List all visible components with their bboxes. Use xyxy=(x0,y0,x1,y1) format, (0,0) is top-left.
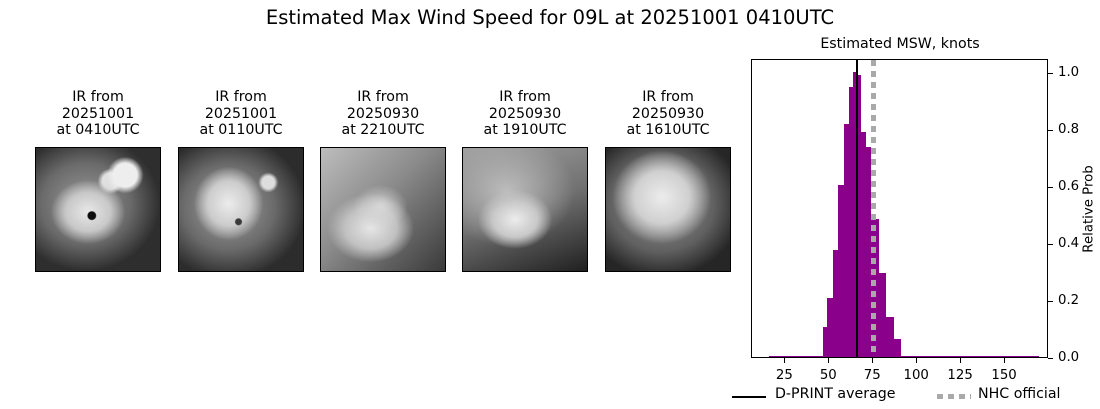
y-tick xyxy=(1048,301,1053,303)
x-tick xyxy=(872,358,874,363)
hurricane-cloud-image xyxy=(36,148,160,271)
solid-line-icon xyxy=(732,396,766,398)
histogram-bar xyxy=(844,124,850,357)
y-tick xyxy=(1048,73,1053,75)
y-tick-label: 1.0 xyxy=(1058,65,1080,81)
hurricane-cloud-image xyxy=(463,148,587,271)
x-tick-label: 125 xyxy=(947,368,973,383)
dprint-average-line xyxy=(855,60,858,357)
histogram-bar xyxy=(893,339,901,357)
y-tick xyxy=(1048,358,1053,359)
ir-panel: IR from 20251001 at 0410UTC xyxy=(35,89,161,272)
y-tick-label: 0.6 xyxy=(1058,179,1080,195)
ir-satellite-image xyxy=(320,147,446,272)
y-tick-label: 0.0 xyxy=(1058,350,1080,365)
ir-panel-title: IR from 20251001 at 0410UTC xyxy=(56,89,140,138)
dotted-line-icon xyxy=(937,394,971,399)
y-tick-label: 0.8 xyxy=(1058,122,1080,138)
y-tick xyxy=(1048,244,1053,246)
hurricane-cloud-image xyxy=(179,148,303,271)
ir-satellite-image xyxy=(605,147,731,272)
x-tick-label: 50 xyxy=(819,368,837,383)
x-tick xyxy=(828,358,830,363)
y-tick xyxy=(1048,130,1053,132)
ir-panel: IR from 20251001 at 0110UTC xyxy=(178,89,304,272)
nhc-official-line xyxy=(870,60,876,357)
y-tick xyxy=(1048,187,1053,189)
legend-label-nhc: NHC official xyxy=(978,386,1061,402)
chart-title: Estimated MSW, knots xyxy=(820,36,980,52)
histogram-bar xyxy=(849,87,854,357)
x-tick-label: 75 xyxy=(863,368,881,383)
y-tick-label: 0.4 xyxy=(1058,236,1080,252)
histogram-bar xyxy=(768,355,824,357)
figure-suptitle: Estimated Max Wind Speed for 09L at 2025… xyxy=(265,6,835,29)
histogram-bar xyxy=(885,317,894,357)
histogram-bar xyxy=(878,273,887,357)
histogram-bar xyxy=(823,327,828,357)
ir-panel-title: IR from 20250930 at 1610UTC xyxy=(626,89,710,138)
ir-satellite-image xyxy=(462,147,588,272)
y-tick-label: 0.2 xyxy=(1058,293,1080,309)
histogram-bar xyxy=(860,132,867,357)
histogram-bar xyxy=(856,75,862,357)
hurricane-cloud-image xyxy=(606,148,730,271)
ir-satellite-image xyxy=(35,147,161,272)
x-tick xyxy=(960,358,962,363)
ir-panel-title: IR from 20250930 at 1910UTC xyxy=(483,89,567,138)
histogram-bar xyxy=(833,249,839,357)
y-axis-label: Relative Prob xyxy=(1081,165,1097,253)
legend-label-dprint: D-PRINT average xyxy=(775,386,896,402)
ir-panel: IR from 20250930 at 1610UTC xyxy=(605,89,731,272)
x-tick xyxy=(916,358,918,363)
x-tick-label: 150 xyxy=(991,368,1017,383)
histogram-axes xyxy=(751,59,1048,358)
histogram-bar xyxy=(838,185,845,357)
x-tick-label: 25 xyxy=(775,368,793,383)
ir-panel-title: IR from 20251001 at 0110UTC xyxy=(199,89,283,138)
histogram-bar xyxy=(900,355,1040,357)
x-tick-label: 100 xyxy=(903,368,929,383)
ir-panel-title: IR from 20250930 at 2210UTC xyxy=(341,89,425,138)
ir-satellite-image xyxy=(178,147,304,272)
hurricane-cloud-image xyxy=(321,148,445,271)
histogram-bar xyxy=(865,147,872,357)
ir-panel: IR from 20250930 at 1910UTC xyxy=(462,89,588,272)
histogram-bar xyxy=(853,72,858,357)
x-tick xyxy=(784,358,786,363)
ir-panel: IR from 20250930 at 2210UTC xyxy=(320,89,446,272)
histogram-bar xyxy=(827,298,834,357)
x-tick xyxy=(1004,358,1006,363)
